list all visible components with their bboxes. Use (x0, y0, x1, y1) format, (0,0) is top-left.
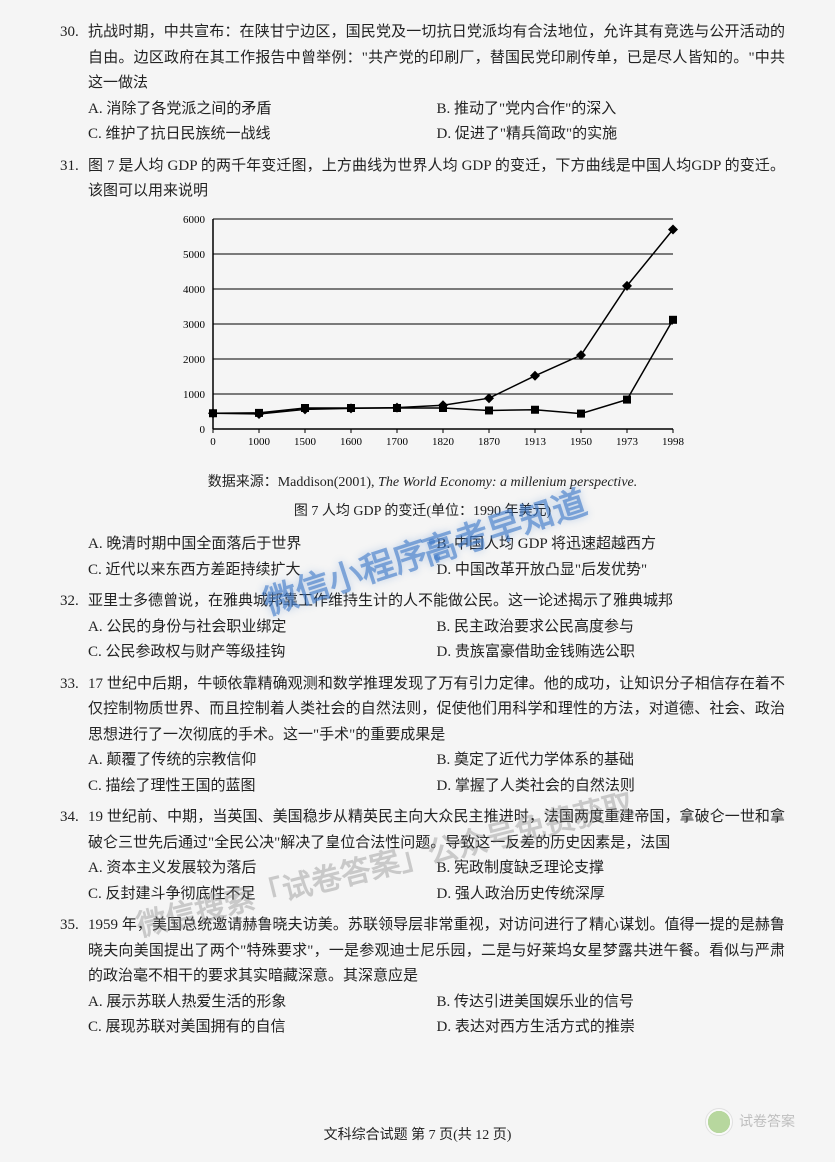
q30-number: 30. (60, 20, 88, 97)
svg-text:1973: 1973 (616, 436, 639, 448)
q33-stem: 17 世纪中后期，牛顿依靠精确观测和数学推理发现了万有引力定律。他的成功，让知识… (88, 672, 785, 749)
q35-opt-b: B. 传达引进美国娱乐业的信号 (437, 990, 786, 1016)
q31-opt-c: C. 近代以来东西方差距持续扩大 (88, 558, 437, 584)
q30-opt-d: D. 促进了"精兵简政"的实施 (437, 122, 786, 148)
gdp-chart-svg: 0 1000 2000 3000 4000 5000 6000 0 1000 1500 1600 17… (153, 209, 693, 469)
q35-opt-d: D. 表达对西方生活方式的推崇 (437, 1015, 786, 1041)
q31-opt-a: A. 晚清时期中国全面落后于世界 (88, 532, 437, 558)
q33-opt-a: A. 颠覆了传统的宗教信仰 (88, 748, 437, 774)
q34-stem: 19 世纪前、中期，当英国、美国稳步从精英民主向大众民主推进时，法国两度重建帝国… (88, 805, 785, 856)
q35-opt-c: C. 展现苏联对美国拥有的自信 (88, 1015, 437, 1041)
svg-text:0: 0 (210, 436, 216, 448)
q32-opt-b: B. 民主政治要求公民高度参与 (437, 615, 786, 641)
svg-text:1000: 1000 (183, 389, 206, 401)
q34-number: 34. (60, 805, 88, 856)
svg-text:0: 0 (199, 424, 205, 436)
svg-text:1700: 1700 (386, 436, 409, 448)
q31-number: 31. (60, 154, 88, 205)
svg-text:1000: 1000 (248, 436, 271, 448)
svg-text:1820: 1820 (432, 436, 455, 448)
q31-chart: 0 1000 2000 3000 4000 5000 6000 0 1000 1500 1600 17… (153, 209, 693, 525)
svg-text:6000: 6000 (183, 214, 206, 226)
q34-opt-b: B. 宪政制度缺乏理论支撑 (437, 856, 786, 882)
q31-source: 数据来源：Maddison(2001), The World Economy: … (153, 471, 693, 495)
q33-number: 33. (60, 672, 88, 749)
svg-text:1998: 1998 (662, 436, 685, 448)
q33-opt-c: C. 描绘了理性王国的蓝图 (88, 774, 437, 800)
q33-opt-d: D. 掌握了人类社会的自然法则 (437, 774, 786, 800)
q31-source-italic: The World Economy: a millenium perspecti… (378, 475, 637, 490)
q30-opt-c: C. 维护了抗日民族统一战线 (88, 122, 437, 148)
q35-stem: 1959 年，美国总统邀请赫鲁晓夫访美。苏联领导层非常重视，对访问进行了精心谋划… (88, 913, 785, 990)
logo-icon (705, 1108, 733, 1136)
q31-source-prefix: 数据来源：Maddison(2001), (208, 475, 378, 490)
q34-opt-d: D. 强人政治历史传统深厚 (437, 882, 786, 908)
q32-opt-d: D. 贵族富豪借助金钱贿选公职 (437, 640, 786, 666)
svg-text:1600: 1600 (340, 436, 363, 448)
svg-text:1500: 1500 (294, 436, 317, 448)
q34-opt-a: A. 资本主义发展较为落后 (88, 856, 437, 882)
svg-text:4000: 4000 (183, 284, 206, 296)
q31-opt-d: D. 中国改革开放凸显"后发优势" (437, 558, 786, 584)
q35-opt-a: A. 展示苏联人热爱生活的形象 (88, 990, 437, 1016)
svg-text:1950: 1950 (570, 436, 593, 448)
q30-opt-b: B. 推动了"党内合作"的深入 (437, 97, 786, 123)
q33-opt-b: B. 奠定了近代力学体系的基础 (437, 748, 786, 774)
svg-text:2000: 2000 (183, 354, 206, 366)
logo-text: 试卷答案 (739, 1110, 795, 1134)
svg-text:5000: 5000 (183, 249, 206, 261)
q32-opt-c: C. 公民参政权与财产等级挂钩 (88, 640, 437, 666)
q31-stem: 图 7 是人均 GDP 的两千年变迁图，上方曲线为世界人均 GDP 的变迁，下方… (88, 154, 785, 205)
q34-opt-c: C. 反封建斗争彻底性不足 (88, 882, 437, 908)
question-30: 30. 抗战时期，中共宣布：在陕甘宁边区，国民党及一切抗日党派均有合法地位，允许… (60, 20, 785, 148)
q32-number: 32. (60, 589, 88, 615)
q32-opt-a: A. 公民的身份与社会职业绑定 (88, 615, 437, 641)
question-34: 34. 19 世纪前、中期，当英国、美国稳步从精英民主向大众民主推进时，法国两度… (60, 805, 785, 907)
q35-number: 35. (60, 913, 88, 990)
question-35: 35. 1959 年，美国总统邀请赫鲁晓夫访美。苏联领导层非常重视，对访问进行了… (60, 913, 785, 1041)
svg-text:1870: 1870 (478, 436, 501, 448)
watermark-logo: 试卷答案 (705, 1108, 795, 1136)
q32-stem: 亚里士多德曾说，在雅典城邦靠工作维持生计的人不能做公民。这一论述揭示了雅典城邦 (88, 589, 785, 615)
q31-opt-b: B. 中国人均 GDP 将迅速超越西方 (437, 532, 786, 558)
question-32: 32. 亚里士多德曾说，在雅典城邦靠工作维持生计的人不能做公民。这一论述揭示了雅… (60, 589, 785, 666)
question-31: 31. 图 7 是人均 GDP 的两千年变迁图，上方曲线为世界人均 GDP 的变… (60, 154, 785, 584)
q31-caption: 图 7 人均 GDP 的变迁(单位：1990 年美元) (153, 500, 693, 524)
svg-text:1913: 1913 (524, 436, 547, 448)
svg-text:3000: 3000 (183, 319, 206, 331)
question-33: 33. 17 世纪中后期，牛顿依靠精确观测和数学推理发现了万有引力定律。他的成功… (60, 672, 785, 800)
q30-opt-a: A. 消除了各党派之间的矛盾 (88, 97, 437, 123)
q30-stem: 抗战时期，中共宣布：在陕甘宁边区，国民党及一切抗日党派均有合法地位，允许其有竞选… (88, 20, 785, 97)
